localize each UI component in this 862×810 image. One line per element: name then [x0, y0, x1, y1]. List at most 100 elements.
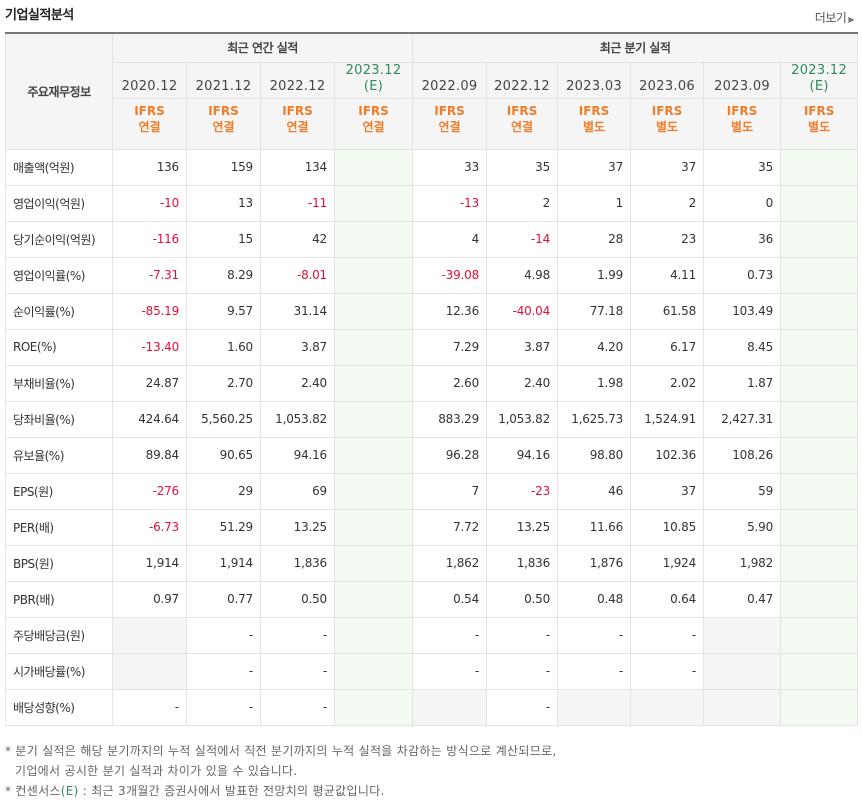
estimate-mark: (E) [363, 78, 384, 94]
value-cell [780, 544, 859, 582]
table-row: 시가배당률(%) - - - - - - [5, 652, 859, 690]
table-row: 영업이익률(%) -7.31 8.29 -8.01 -39.08 4.98 1.99 4.11… [5, 256, 859, 294]
value-cell: -10 [112, 184, 187, 222]
standard-header: IFRS 별도 [703, 97, 782, 150]
value-cell [780, 256, 859, 294]
value-cell [630, 688, 705, 726]
value-cell: 13.25 [486, 508, 559, 546]
value-cell: -40.04 [486, 292, 559, 330]
value-cell [333, 364, 414, 402]
value-cell: 35 [703, 148, 782, 186]
value-cell: 1,924 [630, 544, 705, 582]
period-label: 2023.12 [791, 62, 848, 78]
more-link[interactable]: 더보기 ▶ [815, 9, 855, 26]
table-row: 영업이익(억원) -10 13 -11 -13 2 1 2 0 [5, 184, 859, 222]
value-cell: 11.66 [557, 508, 632, 546]
value-cell: 13.25 [260, 508, 335, 546]
value-cell [703, 688, 782, 726]
value-cell: - [412, 652, 488, 690]
value-cell: 0.54 [412, 580, 488, 618]
value-cell: 3.87 [260, 328, 335, 366]
value-cell: 37 [630, 472, 705, 510]
value-cell [780, 616, 859, 654]
footnotes: * 분기 실적은 해당 분기까지의 누적 실적에서 직전 분기까지의 누적 실적… [5, 741, 557, 801]
standard-line-2: 연결 [286, 119, 309, 134]
value-cell: - [260, 616, 335, 654]
value-cell: 31.14 [260, 292, 335, 330]
value-cell: 3.87 [486, 328, 559, 366]
chevron-right-icon: ▶ [848, 15, 854, 24]
value-cell [780, 580, 859, 618]
row-label: 부채비율(%) [5, 364, 113, 402]
standard-line-2: 별도 [656, 119, 679, 134]
row-label: 영업이익률(%) [5, 256, 113, 294]
value-cell [333, 436, 414, 474]
row-label: 배당성향(%) [5, 688, 113, 726]
value-cell: 8.45 [703, 328, 782, 366]
value-cell: 0.97 [112, 580, 187, 618]
standard-line-2: 별도 [731, 119, 754, 134]
period-label: 2023.03 [566, 78, 622, 94]
value-cell: - [557, 652, 632, 690]
value-cell: 59 [703, 472, 782, 510]
row-label: BPS(원) [5, 544, 113, 582]
standard-header: IFRS 별도 [557, 97, 632, 150]
footnote-2: * 컨센서스(E) : 최근 3개월간 증권사에서 발표한 전망치의 평균값입니… [5, 781, 557, 801]
row-label: 순이익률(%) [5, 292, 113, 330]
standard-header: IFRS 연결 [486, 97, 559, 150]
value-cell: - [260, 652, 335, 690]
value-cell [333, 616, 414, 654]
value-cell: 1,836 [260, 544, 335, 582]
value-cell: 424.64 [112, 400, 187, 438]
value-cell: 1,053.82 [260, 400, 335, 438]
value-cell [333, 580, 414, 618]
value-cell: 5,560.25 [186, 400, 261, 438]
footnote-2-prefix: * 컨센서스 [5, 784, 61, 798]
row-label: EPS(원) [5, 472, 113, 510]
table-row: PER(배) -6.73 51.29 13.25 7.72 13.25 11.66 10.85… [5, 508, 859, 546]
value-cell: 51.29 [186, 508, 261, 546]
quarterly-group-header: 최근 분기 실적 [412, 32, 859, 63]
period-label: 2023.06 [639, 78, 695, 94]
value-cell: 0.77 [186, 580, 261, 618]
value-cell [780, 148, 859, 186]
value-cell: 9.57 [186, 292, 261, 330]
period-header: 2022.09 [412, 61, 488, 99]
value-cell: 90.65 [186, 436, 261, 474]
standard-line-2: 연결 [212, 119, 235, 134]
standard-line-1: IFRS [651, 103, 683, 118]
value-cell: 2 [486, 184, 559, 222]
value-cell [780, 364, 859, 402]
value-cell: 1.99 [557, 256, 632, 294]
value-cell: -39.08 [412, 256, 488, 294]
value-cell: 46 [557, 472, 632, 510]
value-cell [333, 400, 414, 438]
value-cell [780, 184, 859, 222]
value-cell: 98.80 [557, 436, 632, 474]
period-label: 2023.12 [345, 62, 402, 78]
row-label: 시가배당률(%) [5, 652, 113, 690]
standard-line-1: IFRS [208, 103, 239, 118]
value-cell: -8.01 [260, 256, 335, 294]
value-cell: 7 [412, 472, 488, 510]
period-label: 2021.12 [195, 78, 252, 94]
annual-group-header: 최근 연간 실적 [111, 32, 414, 63]
value-cell: 7.29 [412, 328, 488, 366]
period-label: 2023.09 [714, 78, 770, 94]
value-cell: 883.29 [412, 400, 488, 438]
row-label: 당기순이익(억원) [5, 220, 113, 258]
table-row: 유보율(%) 89.84 90.65 94.16 96.28 94.16 98.80 102.… [5, 436, 859, 474]
financial-table: 주요재무정보 최근 연간 실적 최근 분기 실적 2020.12 2021.12 2… [5, 32, 859, 726]
value-cell: 1,053.82 [486, 400, 559, 438]
value-cell: 4 [412, 220, 488, 258]
value-cell: 1,862 [412, 544, 488, 582]
standard-header: IFRS 연결 [186, 97, 261, 150]
value-cell: 0 [703, 184, 782, 222]
standard-line-1: IFRS [434, 103, 465, 118]
value-cell: 2.40 [486, 364, 559, 402]
value-cell [780, 436, 859, 474]
footnote-2-suffix: : 최근 3개월간 증권사에서 발표한 전망치의 평균값입니다. [78, 784, 385, 798]
value-cell: 12.36 [412, 292, 488, 330]
table-row: ROE(%) -13.40 1.60 3.87 7.29 3.87 4.20 6.17 8.45 [5, 328, 859, 366]
value-cell: - [557, 616, 632, 654]
